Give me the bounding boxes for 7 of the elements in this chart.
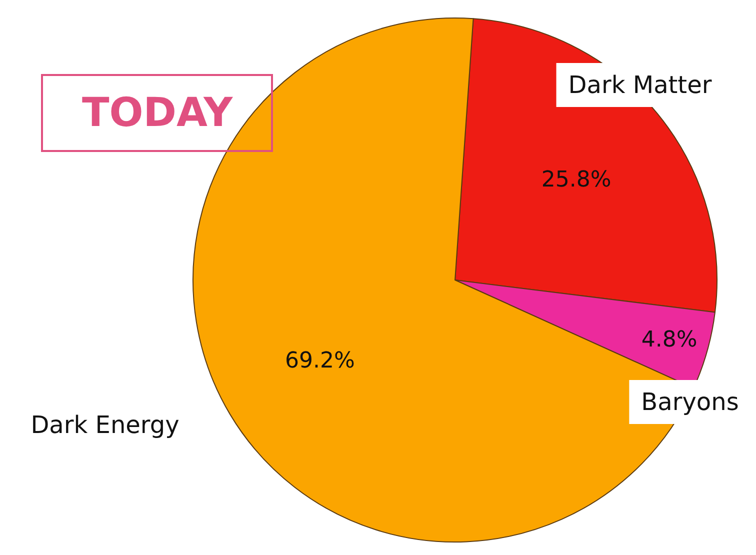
data-label: 4.8% [641,328,698,353]
slice-label: Dark Energy [18,403,192,447]
text: TODAY [82,90,234,136]
slice-label: Dark Matter [556,63,724,107]
data-label: 25.8% [541,168,612,193]
data-label: 69.2% [285,348,355,374]
slice-label: Baryons [629,380,751,424]
